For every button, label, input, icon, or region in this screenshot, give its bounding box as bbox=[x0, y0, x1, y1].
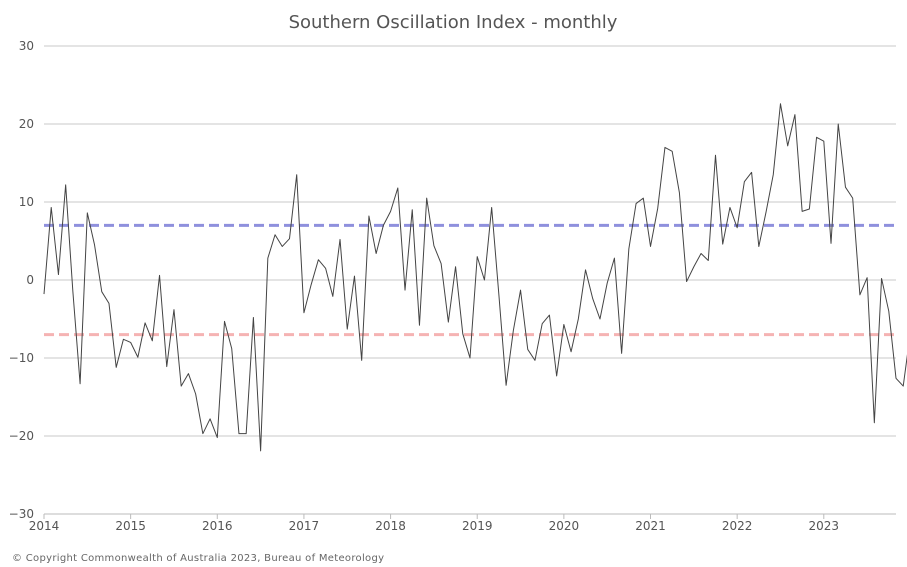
y-tick-label: 10 bbox=[19, 195, 34, 209]
y-tick-label: 30 bbox=[19, 39, 34, 53]
chart-title: Southern Oscillation Index - monthly bbox=[289, 12, 618, 33]
x-tick-label: 2014 bbox=[29, 519, 60, 533]
y-tick-label: −10 bbox=[9, 351, 34, 365]
x-tick-label: 2018 bbox=[375, 519, 406, 533]
x-tick-label: 2020 bbox=[549, 519, 580, 533]
y-tick-label: −30 bbox=[9, 507, 34, 521]
y-tick-label: −20 bbox=[9, 429, 34, 443]
x-tick-label: 2016 bbox=[202, 519, 233, 533]
threshold-lines bbox=[44, 223, 896, 337]
x-tick-label: 2019 bbox=[462, 519, 493, 533]
x-tick-label: 2015 bbox=[115, 519, 146, 533]
series-line bbox=[43, 103, 907, 452]
y-tick-label: 0 bbox=[26, 273, 34, 287]
copyright-footer: © Copyright Commonwealth of Australia 20… bbox=[12, 553, 385, 564]
x-axis-ticks: 2014 2015 2016 2017 2018 2019 2020 2021 2022 2023 bbox=[29, 513, 896, 533]
series-layer bbox=[43, 103, 907, 452]
gridlines bbox=[44, 45, 896, 515]
x-tick-label: 2017 bbox=[289, 519, 320, 533]
y-axis-ticks: 30 20 10 0 −10 −20 −30 bbox=[9, 39, 34, 521]
y-tick-label: 20 bbox=[19, 117, 34, 131]
x-tick-label: 2023 bbox=[809, 519, 840, 533]
x-tick-label: 2022 bbox=[722, 519, 753, 533]
x-tick-label: 2021 bbox=[635, 519, 666, 533]
